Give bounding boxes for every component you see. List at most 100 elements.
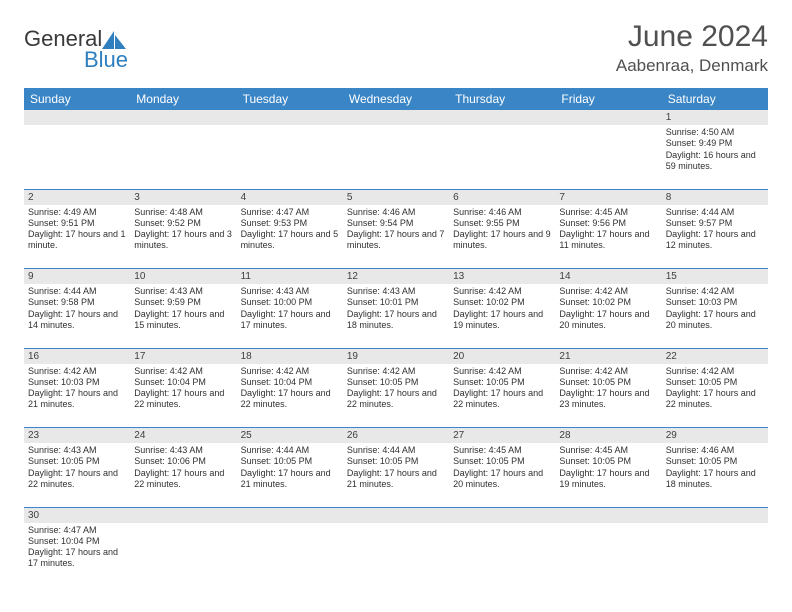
day-cell: Sunrise: 4:44 AMSunset: 10:05 PMDaylight… bbox=[343, 443, 449, 507]
day-number bbox=[449, 110, 555, 125]
day-header: Tuesday bbox=[237, 88, 343, 110]
day-number: 29 bbox=[662, 428, 768, 444]
day-number: 24 bbox=[130, 428, 236, 444]
week-num-row: 16171819202122 bbox=[24, 348, 768, 364]
week-num-row: 30 bbox=[24, 507, 768, 523]
day-cell: Sunrise: 4:43 AMSunset: 10:01 PMDaylight… bbox=[343, 284, 449, 348]
day-number bbox=[343, 110, 449, 125]
day-cell: Sunrise: 4:48 AMSunset: 9:52 PMDaylight:… bbox=[130, 205, 236, 269]
day-number: 13 bbox=[449, 269, 555, 285]
day-number: 12 bbox=[343, 269, 449, 285]
day-number bbox=[555, 110, 661, 125]
day-cell: Sunrise: 4:44 AMSunset: 10:05 PMDaylight… bbox=[237, 443, 343, 507]
calendar-table: Sunday Monday Tuesday Wednesday Thursday… bbox=[24, 88, 768, 587]
day-number: 9 bbox=[24, 269, 130, 285]
day-number: 2 bbox=[24, 189, 130, 205]
day-cell: Sunrise: 4:42 AMSunset: 10:03 PMDaylight… bbox=[24, 364, 130, 428]
day-cell bbox=[555, 125, 661, 189]
day-number: 15 bbox=[662, 269, 768, 285]
day-cell: Sunrise: 4:42 AMSunset: 10:02 PMDaylight… bbox=[555, 284, 661, 348]
day-cell: Sunrise: 4:46 AMSunset: 9:54 PMDaylight:… bbox=[343, 205, 449, 269]
day-cell: Sunrise: 4:42 AMSunset: 10:04 PMDaylight… bbox=[237, 364, 343, 428]
logo-blue-wrap: Blue bbox=[26, 47, 128, 73]
day-cell: Sunrise: 4:49 AMSunset: 9:51 PMDaylight:… bbox=[24, 205, 130, 269]
day-number: 25 bbox=[237, 428, 343, 444]
day-cell: Sunrise: 4:43 AMSunset: 10:05 PMDaylight… bbox=[24, 443, 130, 507]
day-cell: Sunrise: 4:47 AMSunset: 10:04 PMDaylight… bbox=[24, 523, 130, 587]
week-info-row: Sunrise: 4:49 AMSunset: 9:51 PMDaylight:… bbox=[24, 205, 768, 269]
day-number: 14 bbox=[555, 269, 661, 285]
day-cell: Sunrise: 4:46 AMSunset: 9:55 PMDaylight:… bbox=[449, 205, 555, 269]
month-title: June 2024 bbox=[616, 20, 768, 54]
day-number bbox=[130, 110, 236, 125]
day-cell: Sunrise: 4:45 AMSunset: 10:05 PMDaylight… bbox=[555, 443, 661, 507]
day-cell: Sunrise: 4:43 AMSunset: 10:00 PMDaylight… bbox=[237, 284, 343, 348]
day-cell: Sunrise: 4:50 AMSunset: 9:49 PMDaylight:… bbox=[662, 125, 768, 189]
day-cell bbox=[449, 523, 555, 587]
day-number: 19 bbox=[343, 348, 449, 364]
day-header: Monday bbox=[130, 88, 236, 110]
day-cell: Sunrise: 4:42 AMSunset: 10:05 PMDaylight… bbox=[662, 364, 768, 428]
day-number: 28 bbox=[555, 428, 661, 444]
week-info-row: Sunrise: 4:50 AMSunset: 9:49 PMDaylight:… bbox=[24, 125, 768, 189]
day-header: Wednesday bbox=[343, 88, 449, 110]
day-cell bbox=[237, 125, 343, 189]
day-number bbox=[237, 110, 343, 125]
day-cell: Sunrise: 4:44 AMSunset: 9:58 PMDaylight:… bbox=[24, 284, 130, 348]
day-cell bbox=[130, 125, 236, 189]
week-num-row: 1 bbox=[24, 110, 768, 125]
day-number: 8 bbox=[662, 189, 768, 205]
day-cell bbox=[130, 523, 236, 587]
day-cell: Sunrise: 4:45 AMSunset: 9:56 PMDaylight:… bbox=[555, 205, 661, 269]
day-cell: Sunrise: 4:44 AMSunset: 9:57 PMDaylight:… bbox=[662, 205, 768, 269]
day-number bbox=[662, 507, 768, 523]
day-cell: Sunrise: 4:45 AMSunset: 10:05 PMDaylight… bbox=[449, 443, 555, 507]
title-block: June 2024 Aabenraa, Denmark bbox=[616, 20, 768, 76]
day-number: 27 bbox=[449, 428, 555, 444]
week-num-row: 23242526272829 bbox=[24, 428, 768, 444]
day-number: 23 bbox=[24, 428, 130, 444]
day-number: 26 bbox=[343, 428, 449, 444]
day-cell: Sunrise: 4:42 AMSunset: 10:05 PMDaylight… bbox=[555, 364, 661, 428]
day-header: Sunday bbox=[24, 88, 130, 110]
day-number bbox=[449, 507, 555, 523]
day-number: 30 bbox=[24, 507, 130, 523]
day-number: 3 bbox=[130, 189, 236, 205]
day-number bbox=[555, 507, 661, 523]
day-number: 4 bbox=[237, 189, 343, 205]
week-num-row: 2345678 bbox=[24, 189, 768, 205]
day-number bbox=[343, 507, 449, 523]
day-cell bbox=[24, 125, 130, 189]
header: General June 2024 Aabenraa, Denmark bbox=[24, 20, 768, 76]
day-number bbox=[24, 110, 130, 125]
day-number: 17 bbox=[130, 348, 236, 364]
day-cell bbox=[555, 523, 661, 587]
day-cell: Sunrise: 4:47 AMSunset: 9:53 PMDaylight:… bbox=[237, 205, 343, 269]
day-cell bbox=[449, 125, 555, 189]
week-num-row: 9101112131415 bbox=[24, 269, 768, 285]
day-cell: Sunrise: 4:43 AMSunset: 10:06 PMDaylight… bbox=[130, 443, 236, 507]
day-cell: Sunrise: 4:46 AMSunset: 10:05 PMDaylight… bbox=[662, 443, 768, 507]
day-number: 11 bbox=[237, 269, 343, 285]
day-number: 18 bbox=[237, 348, 343, 364]
day-header-row: Sunday Monday Tuesday Wednesday Thursday… bbox=[24, 88, 768, 110]
week-info-row: Sunrise: 4:47 AMSunset: 10:04 PMDaylight… bbox=[24, 523, 768, 587]
day-number: 16 bbox=[24, 348, 130, 364]
day-cell: Sunrise: 4:42 AMSunset: 10:05 PMDaylight… bbox=[449, 364, 555, 428]
day-number bbox=[237, 507, 343, 523]
day-cell bbox=[237, 523, 343, 587]
day-cell: Sunrise: 4:42 AMSunset: 10:05 PMDaylight… bbox=[343, 364, 449, 428]
day-number: 7 bbox=[555, 189, 661, 205]
day-cell: Sunrise: 4:43 AMSunset: 9:59 PMDaylight:… bbox=[130, 284, 236, 348]
day-number bbox=[130, 507, 236, 523]
day-header: Thursday bbox=[449, 88, 555, 110]
logo-text-2: Blue bbox=[26, 47, 128, 72]
location: Aabenraa, Denmark bbox=[616, 56, 768, 76]
day-cell: Sunrise: 4:42 AMSunset: 10:02 PMDaylight… bbox=[449, 284, 555, 348]
week-info-row: Sunrise: 4:44 AMSunset: 9:58 PMDaylight:… bbox=[24, 284, 768, 348]
day-number: 1 bbox=[662, 110, 768, 125]
day-number: 10 bbox=[130, 269, 236, 285]
week-info-row: Sunrise: 4:43 AMSunset: 10:05 PMDaylight… bbox=[24, 443, 768, 507]
day-number: 5 bbox=[343, 189, 449, 205]
day-number: 21 bbox=[555, 348, 661, 364]
